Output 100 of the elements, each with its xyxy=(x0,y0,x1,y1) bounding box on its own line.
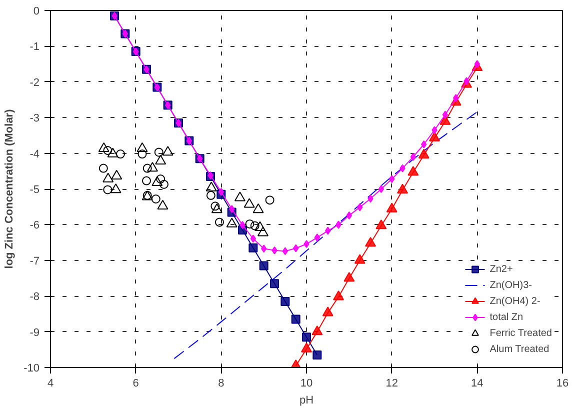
y-tick-label: -9 xyxy=(30,326,40,339)
x-tick-label: 16 xyxy=(556,378,569,390)
point xyxy=(261,244,267,253)
point xyxy=(429,132,440,142)
point xyxy=(418,148,430,158)
point xyxy=(111,170,122,180)
point xyxy=(400,164,406,172)
point xyxy=(312,326,323,336)
point xyxy=(107,148,118,158)
point xyxy=(206,190,216,200)
point xyxy=(116,150,125,159)
point xyxy=(293,244,299,252)
point xyxy=(280,296,290,306)
x-tick-label: 10 xyxy=(300,378,313,390)
point xyxy=(152,176,163,186)
point xyxy=(98,142,110,152)
point xyxy=(138,150,147,159)
point xyxy=(250,234,256,243)
point xyxy=(410,152,416,161)
point xyxy=(474,60,480,68)
point xyxy=(270,279,279,288)
point xyxy=(157,200,168,210)
point xyxy=(156,174,166,184)
point xyxy=(333,290,344,300)
point xyxy=(432,126,438,134)
point xyxy=(250,221,260,230)
point xyxy=(98,164,108,173)
point xyxy=(304,240,310,248)
point xyxy=(365,236,376,247)
point xyxy=(159,180,168,189)
point xyxy=(226,218,238,228)
y-tick-label: -4 xyxy=(30,148,40,160)
point xyxy=(245,219,254,228)
point xyxy=(301,342,312,352)
point xyxy=(344,272,355,282)
point xyxy=(336,220,342,229)
point xyxy=(244,198,255,208)
y-tick-label: -7 xyxy=(30,255,40,268)
point xyxy=(302,332,311,342)
point xyxy=(218,188,224,196)
legend-label: Zn(OH4) 2- xyxy=(490,294,540,308)
point xyxy=(154,148,164,157)
point xyxy=(210,202,220,211)
point xyxy=(103,146,112,155)
point xyxy=(211,203,222,214)
point xyxy=(312,350,322,360)
point xyxy=(322,306,334,316)
point xyxy=(234,192,246,202)
line-series xyxy=(174,111,478,360)
point xyxy=(346,211,352,220)
point xyxy=(368,194,374,203)
point xyxy=(252,203,264,214)
point xyxy=(248,243,258,252)
point xyxy=(440,115,451,125)
point xyxy=(206,182,217,192)
point xyxy=(146,162,158,172)
y-tick-label: -8 xyxy=(30,291,40,304)
y-tick-label: -1 xyxy=(30,41,40,54)
point xyxy=(229,204,235,213)
point xyxy=(240,221,246,230)
x-tick-label: 6 xyxy=(132,378,139,390)
point xyxy=(214,218,224,227)
point xyxy=(259,261,268,270)
point xyxy=(357,203,363,212)
point xyxy=(272,246,278,254)
point xyxy=(102,172,114,182)
point xyxy=(397,184,408,194)
point xyxy=(376,219,387,230)
point xyxy=(291,314,300,324)
y-tick-label: -3 xyxy=(30,112,40,125)
point xyxy=(142,164,152,173)
point xyxy=(314,234,320,242)
point xyxy=(354,254,366,264)
point xyxy=(162,146,174,156)
point xyxy=(257,226,268,236)
point xyxy=(282,247,288,256)
point xyxy=(453,94,459,102)
y-tick-label: -6 xyxy=(30,220,40,232)
point xyxy=(325,226,331,235)
point xyxy=(265,196,274,205)
x-tick-label: 8 xyxy=(218,378,224,390)
x-tick-label: 14 xyxy=(471,378,484,390)
x-axis-title: pH xyxy=(299,394,314,406)
point xyxy=(136,142,148,152)
y-tick-label: -2 xyxy=(30,76,40,89)
legend-label: Ferric Treated xyxy=(490,326,552,340)
legend-label: Alum Treated xyxy=(490,342,550,356)
y-tick-label: -5 xyxy=(30,184,40,196)
y-axis-title: log Zinc Concentration (Molar) xyxy=(4,108,16,269)
point xyxy=(103,185,112,194)
x-tick-label: 4 xyxy=(47,378,54,390)
point xyxy=(464,77,470,86)
legend-label: total Zn xyxy=(490,310,524,324)
y-tick-label: -10 xyxy=(24,362,40,374)
point xyxy=(408,166,419,176)
legend-label: Zn(OH)3- xyxy=(490,278,532,292)
point xyxy=(442,110,448,119)
x-tick-label: 12 xyxy=(386,378,398,390)
point xyxy=(142,176,151,186)
point xyxy=(386,202,398,212)
